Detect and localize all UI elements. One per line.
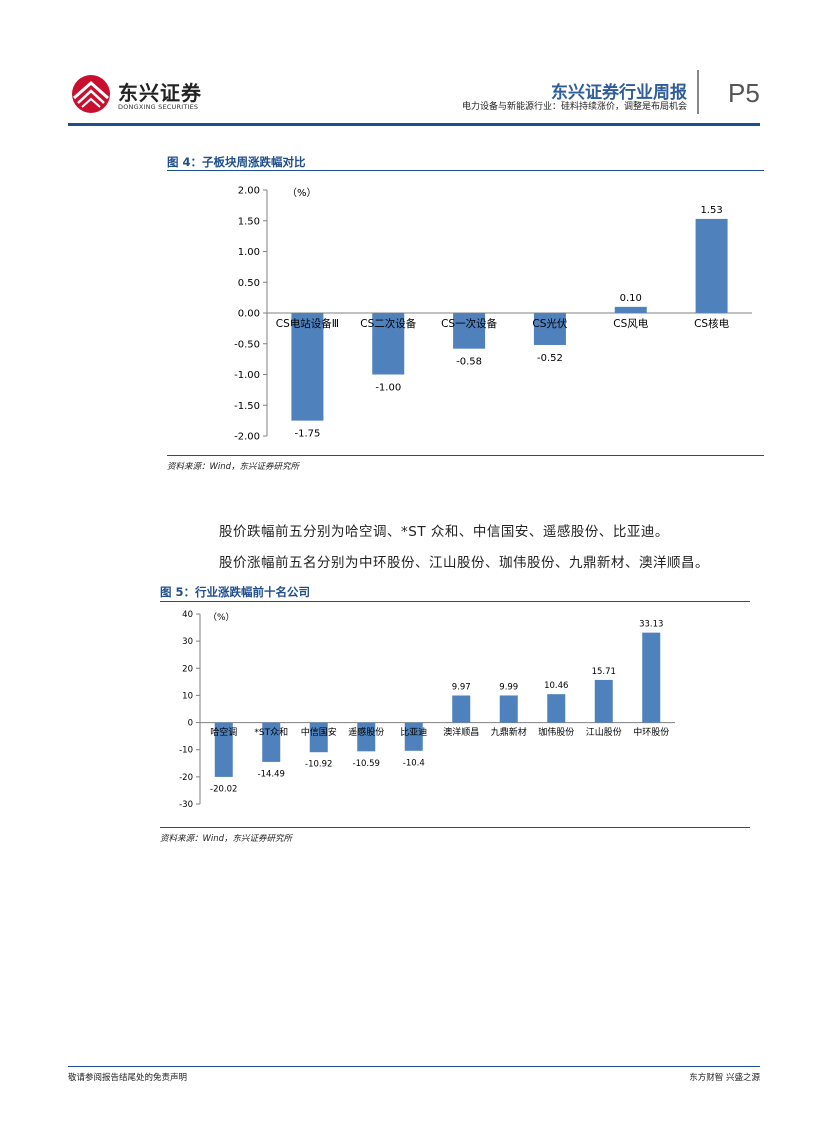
- figure4-title: 图 4：子板块周涨跌幅对比: [167, 155, 306, 169]
- data-label: 0.10: [620, 293, 642, 304]
- bar: [614, 306, 647, 313]
- bar: [695, 218, 728, 313]
- category-label: 澳洋顺昌: [443, 726, 479, 738]
- bar: [357, 722, 376, 752]
- bar: [642, 632, 661, 723]
- bars: -20.02 哈空调 -14.49 *ST众和 -10.92 中信国安 -10.59 遥感股份…: [210, 620, 669, 795]
- y-tick-label: -1.00: [234, 370, 260, 381]
- data-label: -1.75: [294, 429, 320, 440]
- y-tick-label: -10: [179, 746, 193, 756]
- report-title: 东兴证券行业周报: [551, 83, 687, 103]
- header-vertical-divider: [697, 70, 699, 114]
- data-label: 9.97: [452, 683, 471, 693]
- y-unit-label: （%）: [208, 612, 235, 623]
- category-label: CS二次设备: [360, 317, 416, 330]
- bar: [404, 722, 423, 751]
- paragraph-decliners: 股价跌幅前五分别为哈空调、*ST 众和、中信国安、遥感股份、比亚迪。: [219, 524, 669, 540]
- report-subtitle: 电力设备与新能源行业：硅料持续涨价，调整是布局机会: [461, 102, 687, 112]
- category-label: 遥感股份: [348, 726, 384, 738]
- footer-slogan: 东方财智 兴盛之源: [689, 1073, 760, 1083]
- y-axis: 40 30 20 10 0 -10 -20 -30: [179, 610, 675, 810]
- data-label: -0.58: [456, 357, 482, 368]
- category-label: 珈伟股份: [538, 726, 574, 738]
- data-label: 9.99: [499, 682, 518, 692]
- data-label: -10.92: [305, 760, 332, 770]
- logo: 东兴证券 DONGXING SECURITIES: [68, 72, 208, 116]
- y-tick-label: 1.00: [238, 247, 260, 258]
- bar: [499, 695, 518, 723]
- data-label: 15.71: [592, 667, 616, 677]
- figure4-top-rule: [167, 170, 764, 171]
- bar: [453, 313, 486, 349]
- y-tick-label: 40: [182, 610, 193, 620]
- category-label: CS电站设备Ⅲ: [276, 317, 339, 330]
- category-label: *ST众和: [254, 727, 288, 738]
- header-rule: [68, 123, 760, 126]
- bar: [452, 695, 471, 723]
- y-tick-label: -0.50: [234, 339, 260, 350]
- figure5-source: 资料来源：Wind，东兴证券研究所: [160, 834, 293, 844]
- category-label: 中信国安: [301, 726, 337, 738]
- y-tick-label: 20: [182, 664, 193, 674]
- y-tick-label: 2.00: [238, 186, 260, 197]
- y-tick-label: 0: [188, 719, 193, 729]
- y-unit-label: （%）: [287, 187, 317, 199]
- y-tick-label: 10: [182, 691, 193, 701]
- data-label: 10.46: [544, 681, 568, 691]
- bar: [533, 313, 566, 345]
- bar: [291, 313, 324, 421]
- bar: [214, 722, 233, 777]
- category-label: CS风电: [613, 317, 648, 330]
- data-label: -10.4: [403, 758, 425, 768]
- bar: [372, 313, 405, 375]
- paragraph-gainers: 股价涨幅前五名分别为中环股份、江山股份、珈伟股份、九鼎新材、澳洋顺昌。: [219, 555, 709, 571]
- category-label: 哈空调: [210, 726, 237, 738]
- footer-disclaimer-note: 敬请参阅报告结尾处的免责声明: [68, 1073, 188, 1083]
- y-tick-label: 0.00: [238, 309, 260, 320]
- page-number: P5: [728, 78, 760, 108]
- data-label: 1.53: [700, 205, 722, 216]
- category-label: CS核电: [694, 317, 729, 330]
- figure5-top-rule: [160, 601, 750, 602]
- data-label: -0.52: [537, 353, 563, 364]
- category-label: CS光伏: [532, 317, 567, 330]
- footer-rule: [68, 1066, 760, 1067]
- category-label: 比亚迪: [400, 726, 427, 738]
- category-label: CS一次设备: [441, 317, 497, 330]
- figure5-title: 图 5：行业涨跌幅前十名公司: [160, 585, 311, 599]
- category-label: 九鼎新材: [491, 726, 527, 738]
- data-label: -1.00: [375, 383, 401, 394]
- bars: -1.75 CS电站设备Ⅲ -1.00 CS二次设备 -0.58 CS一次设备 -0.52 C…: [276, 205, 730, 440]
- logo-english-name: DONGXING SECURITIES: [118, 103, 199, 111]
- figure4-source: 资料来源：Wind，东兴证券研究所: [167, 462, 300, 472]
- logo-mark-icon: [72, 75, 110, 113]
- figure5-bottom-rule: [160, 827, 750, 828]
- y-tick-label: 1.50: [238, 216, 260, 227]
- y-tick-label: 0.50: [238, 278, 260, 289]
- bar: [262, 722, 281, 762]
- y-tick-label: -30: [179, 800, 193, 810]
- bar: [309, 722, 328, 753]
- category-label: 中环股份: [633, 726, 669, 738]
- bar: [547, 694, 566, 723]
- y-tick-label: -1.50: [234, 401, 260, 412]
- data-label: -20.02: [210, 784, 237, 794]
- data-label: -10.59: [353, 759, 380, 769]
- figure4-chart: 2.00 1.50 1.00 0.50 0.00 -0.50 -1.00 -1.50 -2.00…: [234, 186, 752, 443]
- data-label: 33.13: [639, 620, 663, 630]
- y-tick-label: 30: [182, 637, 193, 647]
- bar: [594, 679, 613, 723]
- figure4-bottom-rule: [167, 455, 764, 456]
- y-axis: 2.00 1.50 1.00 0.50 0.00 -0.50 -1.00 -1.50 -2.00: [234, 186, 752, 443]
- y-tick-label: -20: [179, 773, 193, 783]
- logo-name: 东兴证券: [118, 81, 202, 105]
- category-label: 江山股份: [586, 726, 622, 738]
- y-tick-label: -2.00: [234, 432, 260, 443]
- data-label: -14.49: [258, 769, 285, 779]
